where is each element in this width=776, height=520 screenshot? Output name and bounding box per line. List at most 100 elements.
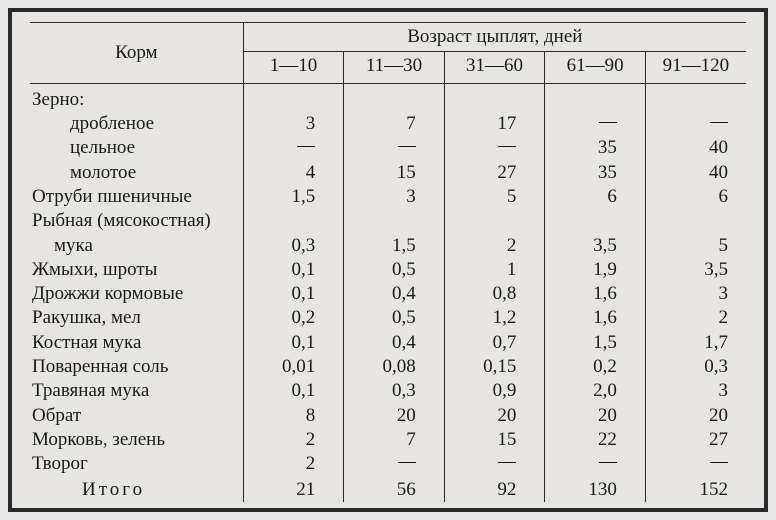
feed-label: молотое [30,161,243,185]
value-cell [545,452,646,477]
value-cell: 2 [243,452,344,477]
value-cell [444,83,545,112]
header-age-1: 11—30 [344,52,445,83]
feed-label: Поваренная соль [30,355,243,379]
feed-label: Жмыхи, шроты [30,258,243,282]
value-cell: 2 [444,234,545,258]
table-row: Поваренная соль0,010,080,150,20,3 [30,355,746,379]
feed-label: мука [30,234,243,258]
value-cell: 0,3 [344,379,445,403]
value-cell: 8 [243,404,344,428]
table-frame: Корм Возраст цыплят, дней 1—10 11—30 31—… [8,8,768,512]
value-cell: 1,9 [545,258,646,282]
table-body: Зерно:дробленое3717цельное3540молотое415… [30,83,746,502]
value-cell: 7 [344,112,445,136]
value-cell: 20 [344,404,445,428]
value-cell [344,452,445,477]
value-cell: 1,5 [344,234,445,258]
value-cell: 7 [344,428,445,452]
feed-label: Морковь, зелень [30,428,243,452]
value-cell: 22 [545,428,646,452]
value-cell: 40 [645,136,746,160]
value-cell: 1,7 [645,331,746,355]
feed-label: Травяная мука [30,379,243,403]
feed-label: дробленое [30,112,243,136]
header-age-0: 1—10 [243,52,344,83]
value-cell: 3 [243,112,344,136]
dash-icon [498,146,516,147]
value-cell: 92 [444,477,545,502]
value-cell: 0,1 [243,282,344,306]
value-cell: 3,5 [545,234,646,258]
feed-label: Ракушка, мел [30,306,243,330]
value-cell: 0,5 [344,258,445,282]
table-header: Корм Возраст цыплят, дней 1—10 11—30 31—… [30,23,746,84]
value-cell: 17 [444,112,545,136]
value-cell: 130 [545,477,646,502]
feed-label: Дрожжи кормовые [30,282,243,306]
value-cell: 0,9 [444,379,545,403]
value-cell: 3 [645,282,746,306]
value-cell [645,452,746,477]
value-cell: 27 [444,161,545,185]
table-row: Обрат820202020 [30,404,746,428]
value-cell: 21 [243,477,344,502]
value-cell: 35 [545,161,646,185]
value-cell: 0,7 [444,331,545,355]
table-row: дробленое3717 [30,112,746,136]
table-row: мука0,31,523,55 [30,234,746,258]
value-cell [344,136,445,160]
value-cell: 0,08 [344,355,445,379]
value-cell: 3,5 [645,258,746,282]
header-feed: Корм [30,23,243,84]
value-cell: 15 [344,161,445,185]
dash-icon [599,462,617,463]
value-cell [243,209,344,233]
value-cell: 1,6 [545,306,646,330]
header-age-2: 31—60 [444,52,545,83]
table-row: Травяная мука0,10,30,92,03 [30,379,746,403]
feed-label: Творог [30,452,243,477]
value-cell [444,136,545,160]
value-cell: 1,5 [545,331,646,355]
feed-table: Корм Возраст цыплят, дней 1—10 11—30 31—… [30,22,746,502]
value-cell: 3 [645,379,746,403]
table-row: Дрожжи кормовые0,10,40,81,63 [30,282,746,306]
value-cell [243,83,344,112]
header-age-3: 61—90 [545,52,646,83]
value-cell: 2 [645,306,746,330]
value-cell [645,83,746,112]
value-cell [645,112,746,136]
value-cell: 5 [645,234,746,258]
value-cell: 1,5 [243,185,344,209]
feed-label: цельное [30,136,243,160]
value-cell [545,83,646,112]
dash-icon [398,146,416,147]
table-row: Морковь, зелень27152227 [30,428,746,452]
value-cell: 0,8 [444,282,545,306]
value-cell [243,136,344,160]
feed-label: Рыбная (мясокостная) [30,209,243,233]
value-cell: 27 [645,428,746,452]
value-cell [344,209,445,233]
table-row: молотое415273540 [30,161,746,185]
value-cell: 0,3 [645,355,746,379]
feed-label: Костная мука [30,331,243,355]
value-cell: 0,1 [243,379,344,403]
feed-label: Итого [30,477,243,502]
value-cell [645,209,746,233]
value-cell: 1,2 [444,306,545,330]
table-row: Отруби пшеничные1,53566 [30,185,746,209]
dash-icon [498,462,516,463]
value-cell: 20 [444,404,545,428]
value-cell: 15 [444,428,545,452]
value-cell: 20 [645,404,746,428]
feed-label: Зерно: [30,83,243,112]
value-cell: 20 [545,404,646,428]
value-cell: 3 [344,185,445,209]
dash-icon [710,462,728,463]
value-cell: 2,0 [545,379,646,403]
header-age-group: Возраст цыплят, дней [243,23,746,52]
value-cell: 6 [645,185,746,209]
value-cell: 0,5 [344,306,445,330]
